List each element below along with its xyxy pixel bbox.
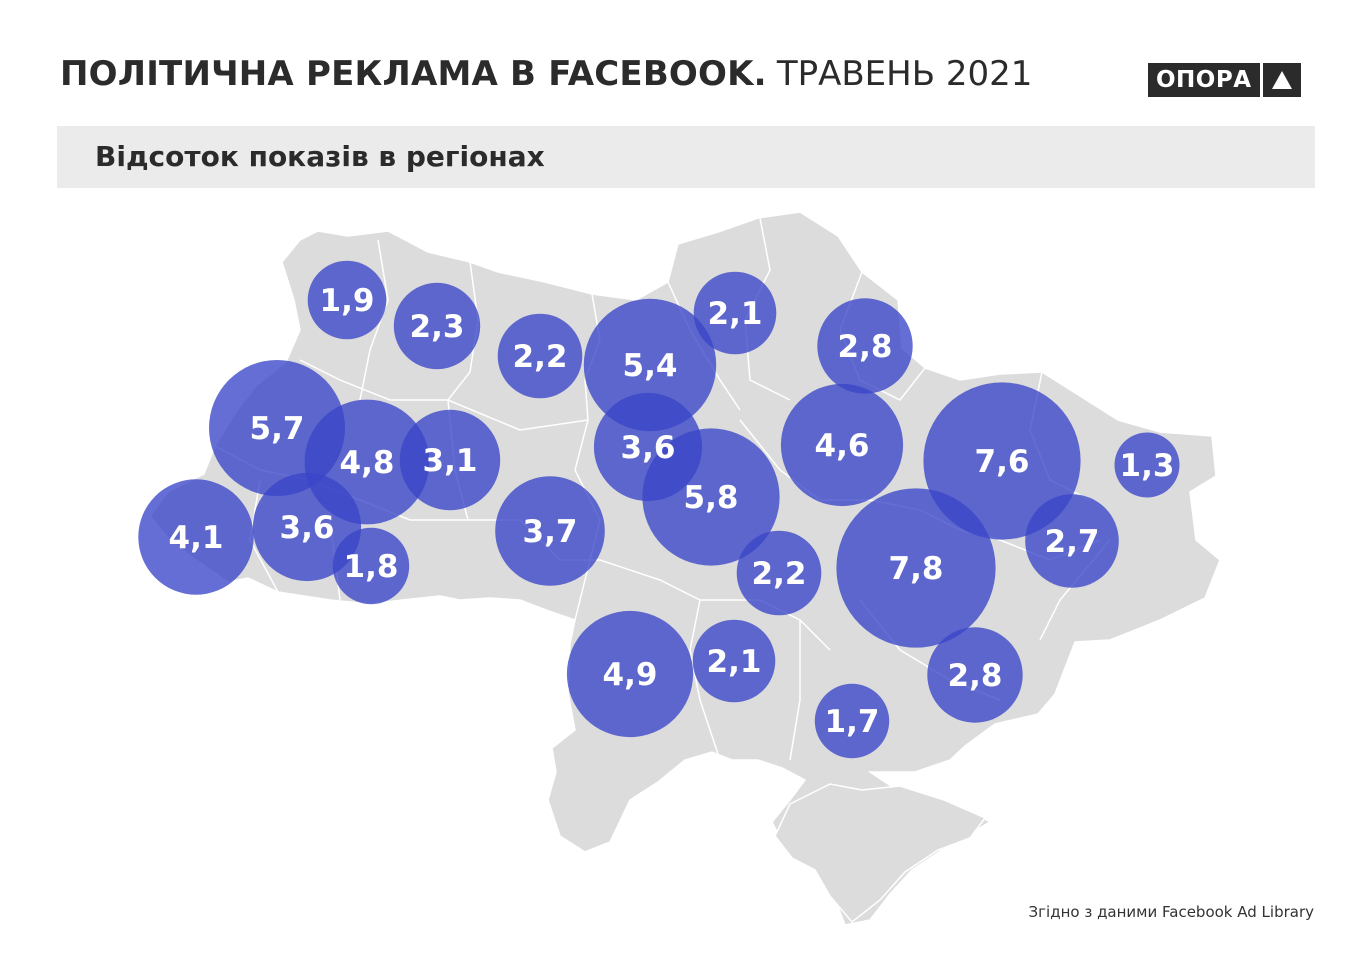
region-value-label: 1,7 <box>825 704 880 740</box>
region-bubble <box>836 488 996 648</box>
source-note: Згідно з даними Facebook Ad Library <box>1028 903 1314 921</box>
region-bubble <box>138 479 254 595</box>
region-value-label: 1,9 <box>320 283 375 319</box>
region-bubble <box>817 298 913 394</box>
region-value-label: 3,6 <box>621 430 676 466</box>
region-bubble <box>307 260 387 340</box>
region-value-label: 4,1 <box>169 520 224 556</box>
region-value-label: 2,1 <box>707 644 762 680</box>
title-main: ПОЛІТИЧНА РЕКЛАМА В FACEBOOK. <box>60 54 767 94</box>
region-value-label: 2,8 <box>838 329 893 365</box>
bubble-layer: 1,9 2,3 2,2 5,4 2,1 2,8 5,7 4,8 3,1 3,6 4,6 7,6 1,3 4… <box>138 260 1180 759</box>
region-value-label: 4,6 <box>815 428 870 464</box>
subtitle-band: Відсоток показів в регіонах <box>57 126 1315 188</box>
header-title: ПОЛІТИЧНА РЕКЛАМА В FACEBOOK. ТРАВЕНЬ 20… <box>60 54 1032 104</box>
region-value-label: 7,8 <box>889 551 944 587</box>
region-bubble <box>393 282 481 370</box>
region-value-label: 3,6 <box>280 510 335 546</box>
subtitle: Відсоток показів в регіонах <box>95 140 545 173</box>
region-bubble <box>780 383 904 507</box>
region-value-label: 2,2 <box>513 339 568 375</box>
region-value-label: 1,8 <box>344 549 399 585</box>
region-bubble <box>642 428 780 566</box>
region-value-label: 3,7 <box>523 514 578 550</box>
region-bubble <box>583 298 717 432</box>
opora-logo: ОПОРА <box>1148 63 1301 97</box>
region-bubble <box>1114 432 1180 498</box>
region-value-label: 7,6 <box>975 444 1030 480</box>
region-bubble <box>927 627 1023 723</box>
region-value-label: 1,3 <box>1120 448 1175 484</box>
region-bubble <box>332 527 410 605</box>
region-bubble <box>1025 494 1119 588</box>
crimea-silhouette <box>774 783 987 924</box>
region-value-label: 2,3 <box>410 309 465 345</box>
region-bubble <box>814 683 890 759</box>
region-bubble <box>566 610 694 738</box>
title-date: ТРАВЕНЬ 2021 <box>776 54 1033 94</box>
region-bubble <box>252 472 362 582</box>
region-value-label: 5,7 <box>250 411 305 447</box>
triangle-icon <box>1262 63 1301 97</box>
logo-text: ОПОРА <box>1148 63 1260 97</box>
region-value-label: 4,9 <box>603 657 658 693</box>
region-bubble <box>693 271 777 355</box>
region-bubble <box>399 409 501 511</box>
region-bubble <box>923 382 1081 540</box>
region-bubble <box>497 313 583 399</box>
region-bubble <box>736 530 822 616</box>
region-value-label: 3,1 <box>423 443 478 479</box>
region-bubble <box>495 476 605 586</box>
region-value-label: 2,7 <box>1045 524 1100 560</box>
region-value-label: 4,8 <box>340 445 395 481</box>
region-value-label: 5,4 <box>623 348 678 384</box>
region-value-label: 2,2 <box>752 556 807 592</box>
region-value-label: 5,8 <box>684 480 739 516</box>
region-value-label: 2,1 <box>708 296 763 332</box>
region-value-label: 2,8 <box>948 658 1003 694</box>
region-bubble <box>692 619 776 703</box>
